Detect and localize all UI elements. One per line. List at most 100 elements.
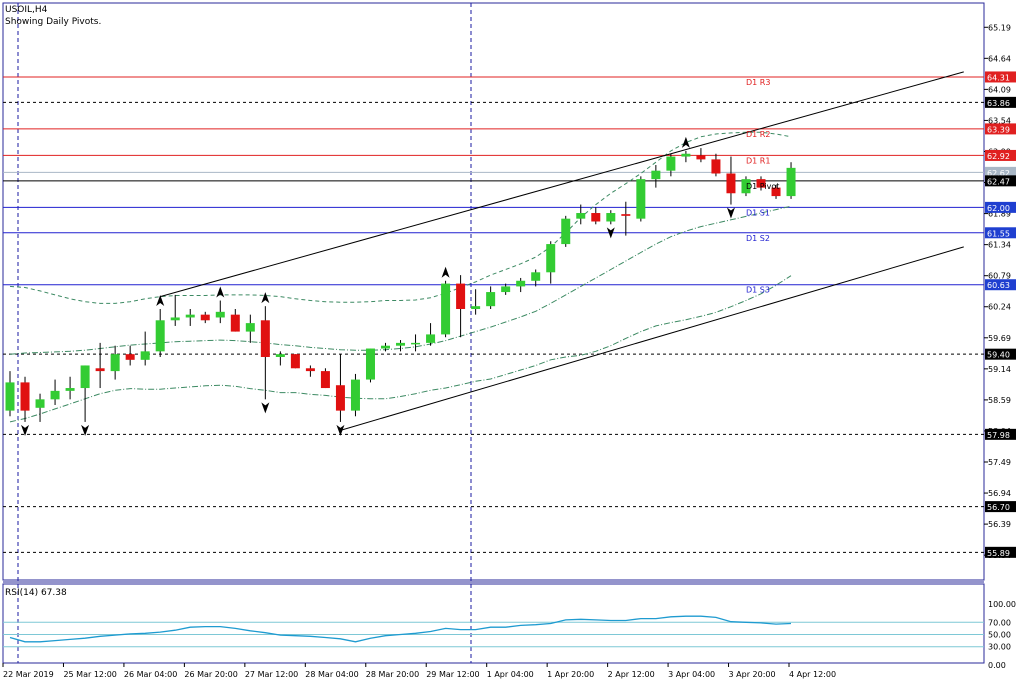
price-tag-box (985, 149, 1016, 161)
candle-body (320, 371, 330, 389)
candle-body (411, 342, 421, 345)
price-tag-label: 57.98 (987, 431, 1010, 440)
candle-body (65, 388, 75, 391)
time-tick-label: 25 Mar 12:00 (63, 670, 116, 679)
candle-body (726, 173, 736, 194)
chart-title: USOIL,H4 (5, 5, 48, 15)
price-tick-label: 59.14 (988, 365, 1011, 374)
candle-body (741, 179, 751, 194)
candle-body (771, 187, 781, 197)
price-tag-label: 62.92 (987, 152, 1010, 161)
candle-body (381, 345, 390, 349)
fractal-down-arrow (726, 207, 735, 219)
candle-body (275, 354, 285, 357)
price-tag-label: 62.47 (987, 177, 1010, 186)
candle-body (711, 159, 721, 174)
price-tag-label: 59.40 (987, 351, 1010, 360)
price-tick-label: 60.79 (988, 272, 1011, 281)
fractal-up-arrow (156, 295, 165, 307)
price-tag-label: 55.89 (987, 549, 1010, 558)
candle-body (471, 306, 481, 310)
price-tag-label: 60.63 (987, 281, 1010, 290)
candle-body (290, 354, 300, 369)
price-tag-box (985, 227, 1016, 239)
candle-body (666, 156, 676, 171)
time-tick-label: 26 Mar 20:00 (184, 670, 237, 679)
pivot-label: D1 R1 (746, 156, 770, 165)
price-tick-label: 56.39 (988, 520, 1011, 529)
rsi-tick-label: 0.00 (988, 661, 1006, 670)
time-tick-label: 1 Apr 20:00 (547, 670, 594, 679)
candle-body (516, 280, 526, 287)
price-tick-label: 61.34 (988, 241, 1011, 250)
time-tick-label: 26 Mar 04:00 (124, 670, 177, 679)
price-tick-label: 65.19 (988, 23, 1011, 32)
time-tick-label: 3 Apr 20:00 (729, 670, 776, 679)
fractal-up-arrow (216, 286, 225, 298)
candle-body (170, 317, 180, 321)
candle-body (260, 320, 270, 357)
price-tag-box (985, 428, 1016, 440)
candle-body (756, 179, 766, 188)
time-tick-label: 28 Mar 04:00 (305, 670, 358, 679)
candle-body (621, 214, 631, 216)
candle-body (110, 354, 120, 372)
time-tick-label: 1 Apr 04:00 (487, 670, 534, 679)
price-tick-label: 61.89 (988, 210, 1011, 219)
rsi-tick-label: 70.00 (988, 618, 1011, 627)
bollinger-upper-band (9, 131, 792, 304)
price-tag-label: 56.70 (987, 503, 1010, 512)
time-tick-label: 4 Apr 12:00 (789, 670, 836, 679)
candle-body (486, 292, 496, 307)
candle-body (681, 153, 691, 157)
trendline (340, 246, 964, 431)
candle-body (200, 314, 210, 321)
candle-body (5, 382, 15, 411)
fractal-down-arrow (81, 424, 90, 436)
rsi-tick-label: 30.00 (988, 643, 1011, 652)
candle-body (125, 354, 135, 360)
candle-body (531, 272, 541, 281)
price-tag-box (985, 201, 1016, 213)
time-tick-label: 27 Mar 12:00 (245, 670, 298, 679)
fractal-down-arrow (21, 424, 30, 436)
candle-body (215, 311, 225, 318)
pivot-label: D1 Pivot (746, 182, 779, 191)
price-tag-box (985, 348, 1016, 360)
rsi-panel-frame (2, 583, 985, 664)
pivot-label: D1 R2 (746, 130, 770, 139)
price-tick-label: 60.24 (988, 303, 1011, 312)
candle-body (561, 218, 571, 245)
bollinger-lower-band (9, 275, 792, 423)
time-tick-label: 2 Apr 12:00 (608, 670, 655, 679)
price-tag-box (985, 71, 1016, 83)
candle-body (456, 283, 466, 310)
rsi-line (9, 615, 792, 643)
candle-body (140, 351, 150, 360)
candle-body (350, 379, 360, 411)
fractal-up-arrow (441, 266, 450, 278)
candle-body (50, 390, 60, 400)
price-tag-label: 63.86 (987, 99, 1010, 108)
candle-body (576, 213, 586, 219)
candle-body (696, 155, 706, 160)
price-tag-box (985, 546, 1016, 558)
candle-body (365, 348, 375, 380)
candle-body (230, 314, 240, 332)
pivot-label: D1 S3 (746, 286, 770, 295)
price-tick-label: 56.94 (988, 489, 1011, 498)
price-tag-box (985, 123, 1016, 135)
chart-subtitle: Showing Daily Pivots. (5, 17, 101, 27)
rsi-tick-label: 100.00 (988, 600, 1016, 609)
candle-body (185, 314, 195, 318)
candle-body (786, 167, 796, 197)
candle-body (245, 323, 255, 332)
time-tick-label: 3 Apr 04:00 (668, 670, 715, 679)
price-tag-label: 62.62 (987, 169, 1010, 178)
candle-body (335, 385, 345, 411)
time-tick-label: 28 Mar 20:00 (366, 670, 419, 679)
time-tick-label: 22 Mar 2019 (3, 670, 54, 679)
fractal-down-arrow (606, 227, 615, 239)
